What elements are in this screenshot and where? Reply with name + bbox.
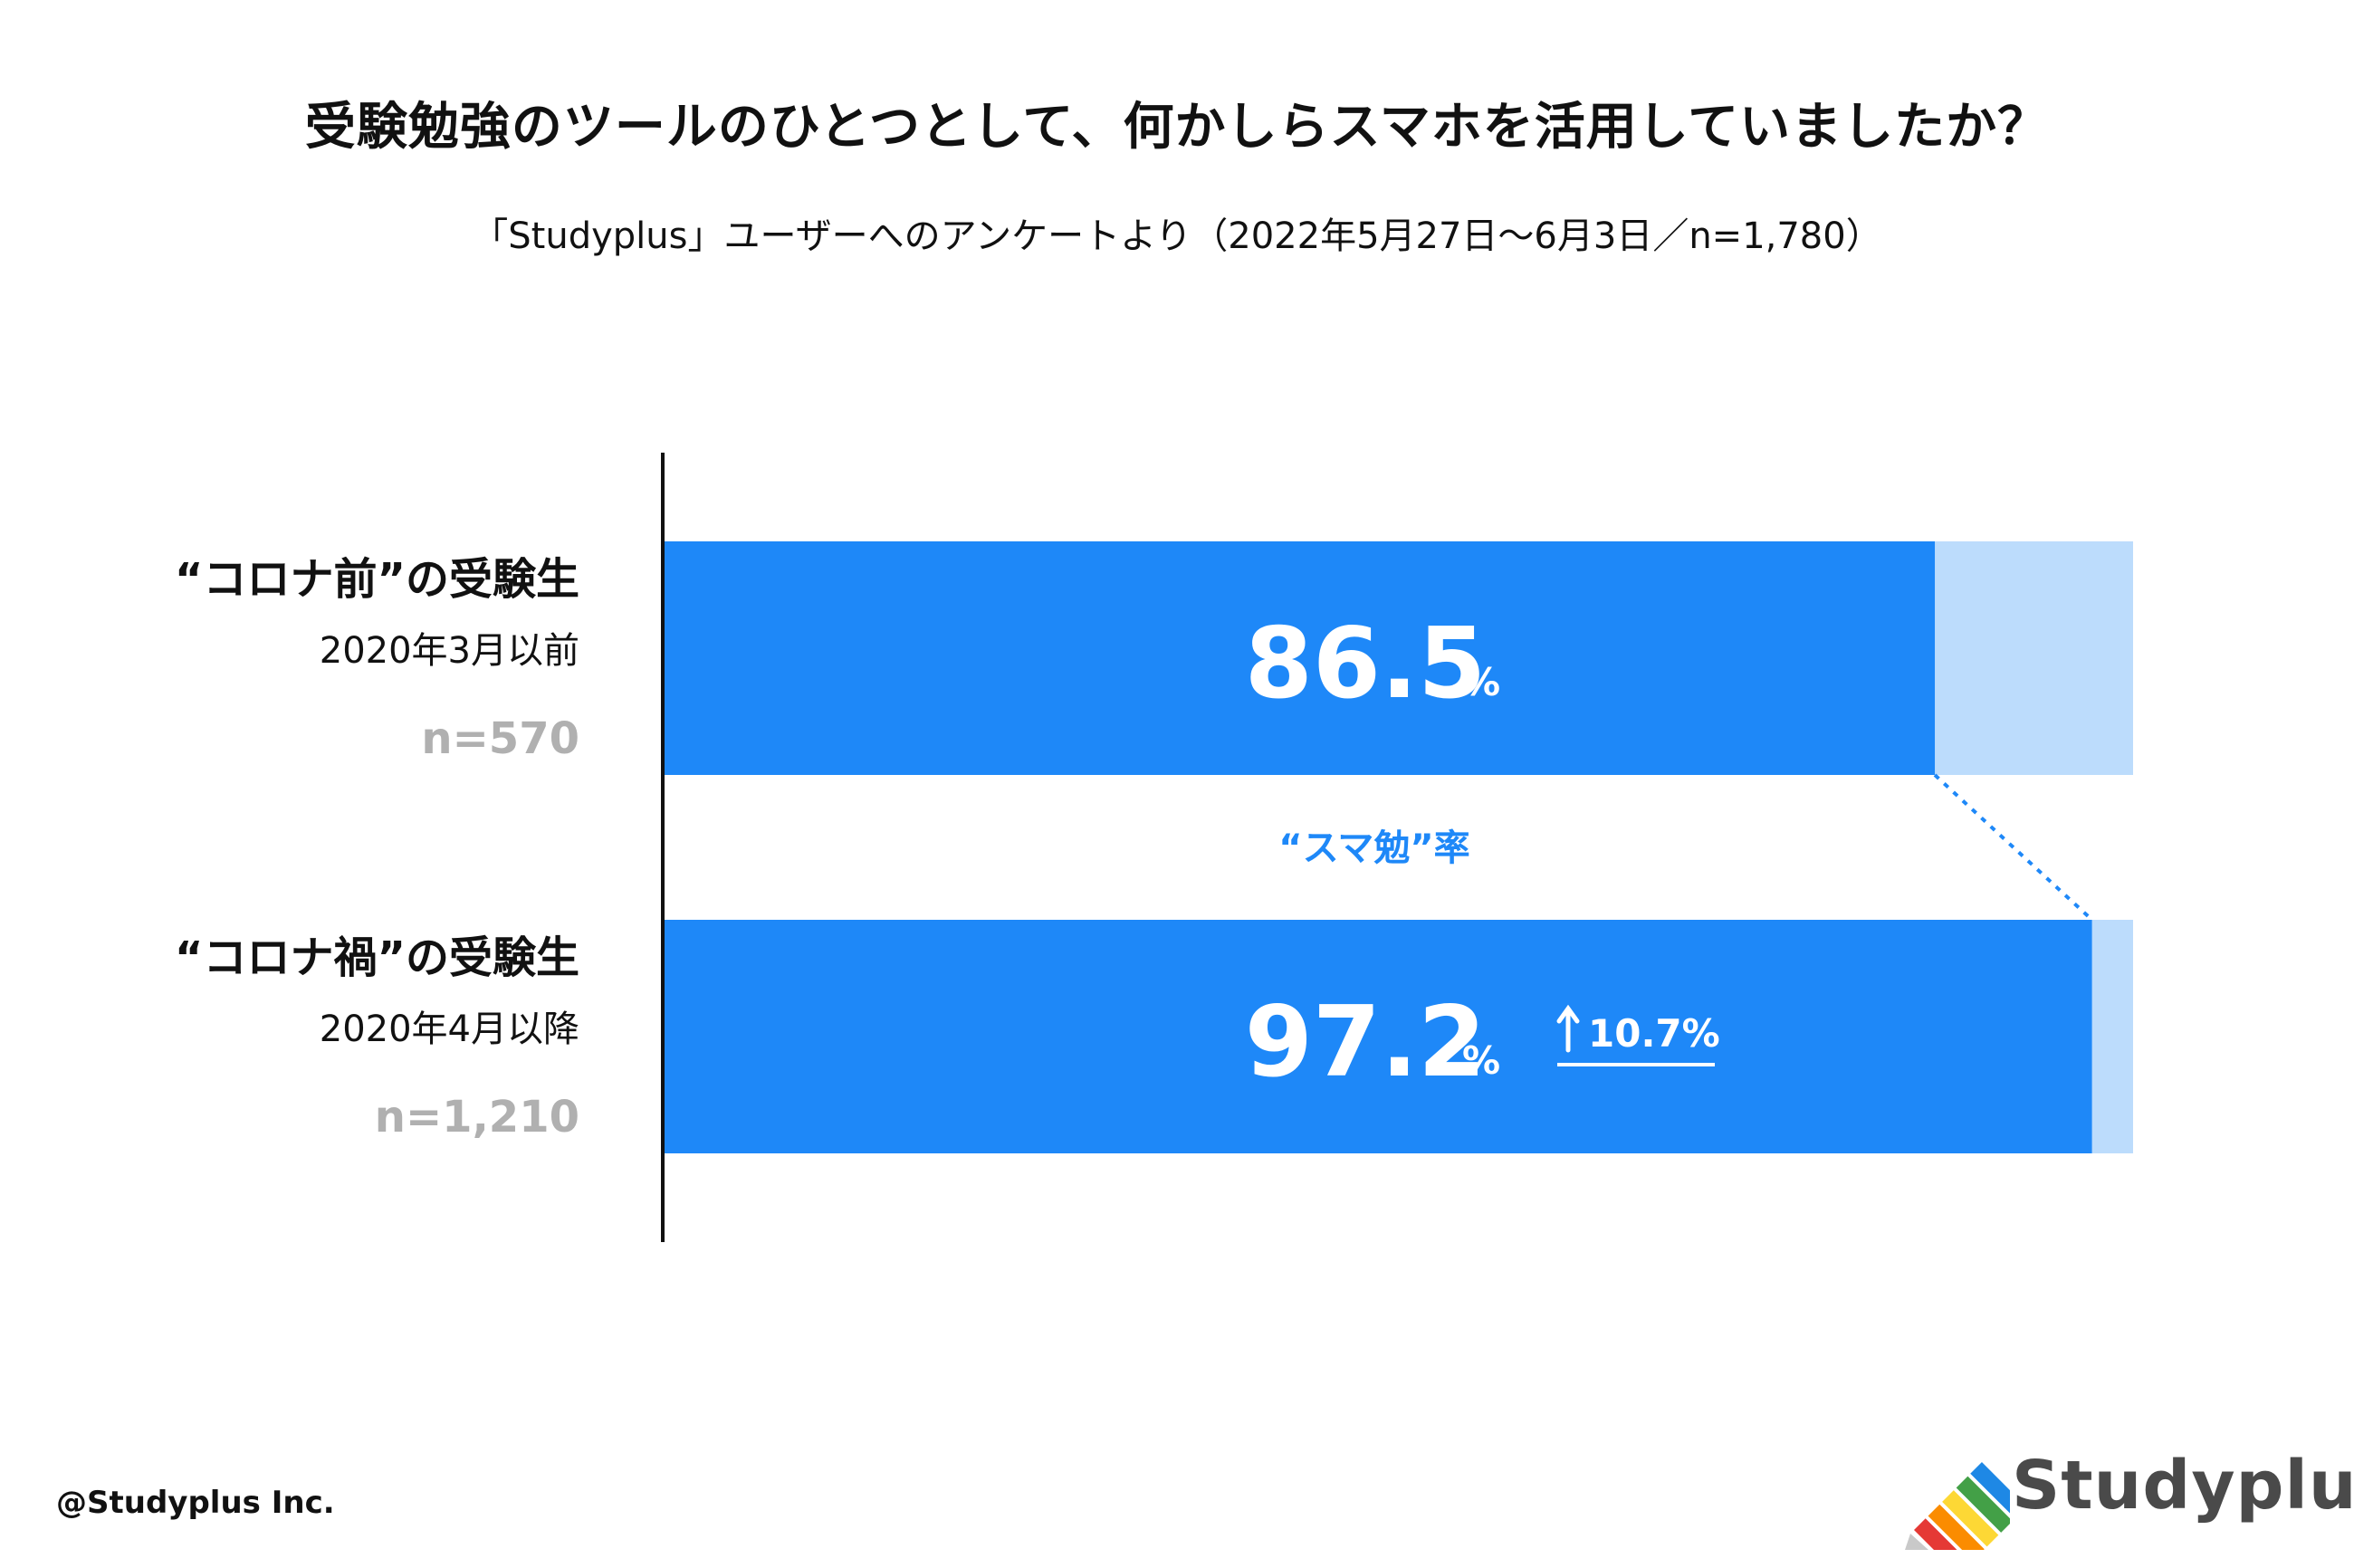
row-n-2: n=1,210 xyxy=(374,1092,579,1143)
row-n-group-2: n=1,210 xyxy=(375,1092,579,1143)
row-period-1: 2020年3月以前 xyxy=(319,630,579,672)
row-period-2: 2020年4月以降 xyxy=(319,1009,579,1050)
row-name-1: “コロナ前”の受験生 xyxy=(174,554,579,605)
row-n-1: n=570 xyxy=(421,713,579,764)
logo-text: Studyplus xyxy=(2012,1447,2354,1525)
row-label-group-1: “コロナ前”の受験生 xyxy=(175,543,579,607)
bar-value-unit-2: % xyxy=(1462,1038,1500,1083)
increase-label: 10.7% xyxy=(1588,1011,1720,1056)
studyplus-logo-icon xyxy=(1905,1462,2010,1550)
bar-1 xyxy=(665,541,1936,775)
chart-title: 受験勉強のツールのひとつとして、何かしらスマホを活用していましたか？ xyxy=(304,98,2050,157)
bar-value-unit-1: % xyxy=(1462,660,1500,704)
increase-arrow-icon xyxy=(1556,1004,1580,1053)
footer-copyright: @Studyplus Inc. xyxy=(56,1485,335,1521)
bar-value-label-2: 97.2 xyxy=(1245,986,1486,1099)
bar-2 xyxy=(665,920,2092,1153)
row-name-2: “コロナ禍”の受験生 xyxy=(174,932,579,983)
chart-subtitle: 「Studyplus」ユーザーへのアンケートより（2022年5月27日〜6月3日… xyxy=(472,215,1882,257)
row-label-group-2: “コロナ禍”の受験生 xyxy=(175,922,579,985)
bars-group: 86.5%97.2%“スマ勉”率10.7% xyxy=(665,541,2133,1153)
row-n-group-1: n=570 xyxy=(421,713,579,764)
connector-label: “スマ勉”率 xyxy=(1278,827,1469,869)
row-period-group-1: 2020年3月以前 xyxy=(320,621,579,674)
row-period-group-2: 2020年4月以降 xyxy=(320,999,579,1052)
connector-line xyxy=(1933,773,2093,922)
bar-value-label-1: 86.5 xyxy=(1245,607,1486,721)
